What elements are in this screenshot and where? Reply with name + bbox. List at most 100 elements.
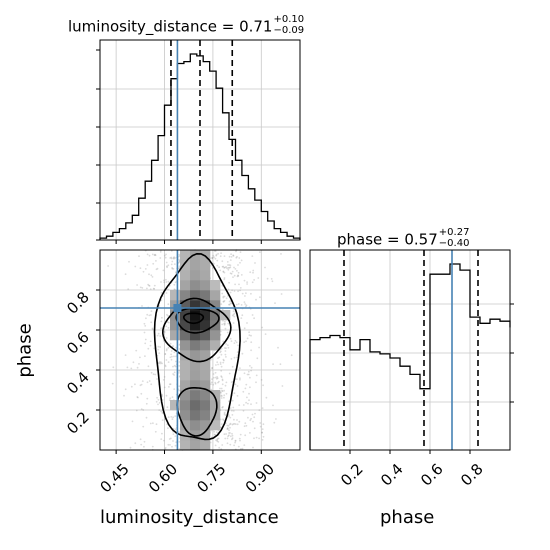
scatter-point [262, 435, 265, 438]
scatter-point [226, 428, 229, 430]
scatter-point [160, 327, 163, 330]
scatter-point [245, 304, 248, 307]
scatter-point [226, 424, 229, 427]
scatter-point [217, 363, 220, 366]
scatter-point [229, 416, 232, 419]
density-cell [190, 260, 201, 271]
density-cell [190, 400, 201, 411]
scatter-point [155, 260, 157, 262]
scatter-point [234, 439, 237, 442]
scatter-point [178, 267, 180, 270]
scatter-point [136, 284, 139, 286]
scatter-point [223, 271, 226, 274]
scatter-point [146, 264, 149, 266]
scatter-point [137, 396, 139, 399]
scatter-point [232, 406, 235, 409]
scatter-point [221, 406, 224, 409]
scatter-point [231, 437, 234, 440]
scatter-point [141, 380, 144, 382]
scatter-point [243, 372, 246, 375]
scatter-point [258, 409, 261, 412]
x-tick-label: 0.2 [337, 460, 367, 490]
scatter-point [169, 342, 172, 345]
scatter-point [250, 369, 253, 372]
scatter-point [234, 441, 237, 444]
scatter-point [246, 396, 248, 399]
scatter-point [260, 379, 263, 381]
scatter-point [223, 322, 226, 325]
scatter-point [222, 406, 224, 408]
scatter-point [250, 292, 252, 295]
scatter-point [243, 444, 246, 446]
scatter-point [156, 378, 159, 380]
scatter-point [226, 267, 228, 270]
scatter-point [216, 377, 219, 380]
scatter-point [228, 264, 231, 266]
scatter-point [236, 419, 238, 421]
scatter-point [244, 434, 247, 437]
scatter-point [164, 353, 167, 356]
luminosity-distance-panel-frame [99, 39, 301, 241]
scatter-point [261, 326, 264, 329]
scatter-point [215, 439, 218, 442]
scatter-point [134, 265, 137, 268]
scatter-point [245, 401, 248, 404]
scatter-point [241, 292, 244, 295]
scatter-point [290, 354, 293, 357]
density-cell [200, 330, 211, 341]
scatter-point [220, 394, 223, 397]
scatter-point [214, 444, 217, 447]
scatter-point [222, 296, 225, 299]
scatter-point [233, 342, 236, 344]
scatter-point [161, 395, 164, 397]
scatter-point [211, 367, 214, 370]
scatter-point [250, 366, 253, 369]
scatter-point [221, 444, 224, 446]
density-cell [210, 340, 221, 351]
luminosity-distance-lower: −0.09 [273, 25, 305, 36]
x-tick-label: 0.90 [242, 460, 278, 496]
scatter-point [227, 267, 230, 269]
scatter-point [167, 264, 170, 267]
density-cell [180, 340, 191, 351]
scatter-point [230, 381, 233, 383]
scatter-point [151, 328, 154, 331]
scatter-point [250, 334, 252, 337]
scatter-point [147, 283, 150, 286]
scatter-point [111, 382, 114, 385]
scatter-point [210, 383, 212, 385]
scatter-point [139, 356, 141, 359]
scatter-point [261, 431, 263, 434]
scatter-point [178, 441, 181, 443]
density-cell [200, 440, 211, 451]
luminosity-distance-median: 0.71 [239, 17, 273, 36]
scatter-point [237, 271, 240, 274]
scatter-point [227, 428, 229, 430]
scatter-point [274, 302, 276, 304]
scatter-point [159, 362, 162, 365]
scatter-point [231, 270, 234, 273]
scatter-point [159, 335, 162, 337]
scatter-point [224, 350, 227, 352]
scatter-point [221, 378, 224, 381]
scatter-point [148, 273, 150, 276]
scatter-point [213, 262, 215, 265]
scatter-point [223, 394, 226, 397]
scatter-point [172, 416, 175, 419]
scatter-point [219, 330, 222, 333]
phase-panel-frame [309, 249, 511, 451]
scatter-point [171, 418, 174, 420]
scatter-point [254, 262, 256, 264]
scatter-point [158, 401, 161, 404]
scatter-point [279, 363, 282, 366]
density-cell [170, 290, 181, 301]
scatter-point [230, 358, 233, 360]
scatter-point [212, 254, 215, 257]
scatter-point [220, 387, 223, 390]
density-cell [190, 310, 201, 321]
scatter-point [136, 396, 139, 398]
scatter-point [246, 337, 249, 340]
scatter-point [222, 295, 225, 298]
density-cell [200, 430, 211, 441]
scatter-point [243, 279, 246, 282]
